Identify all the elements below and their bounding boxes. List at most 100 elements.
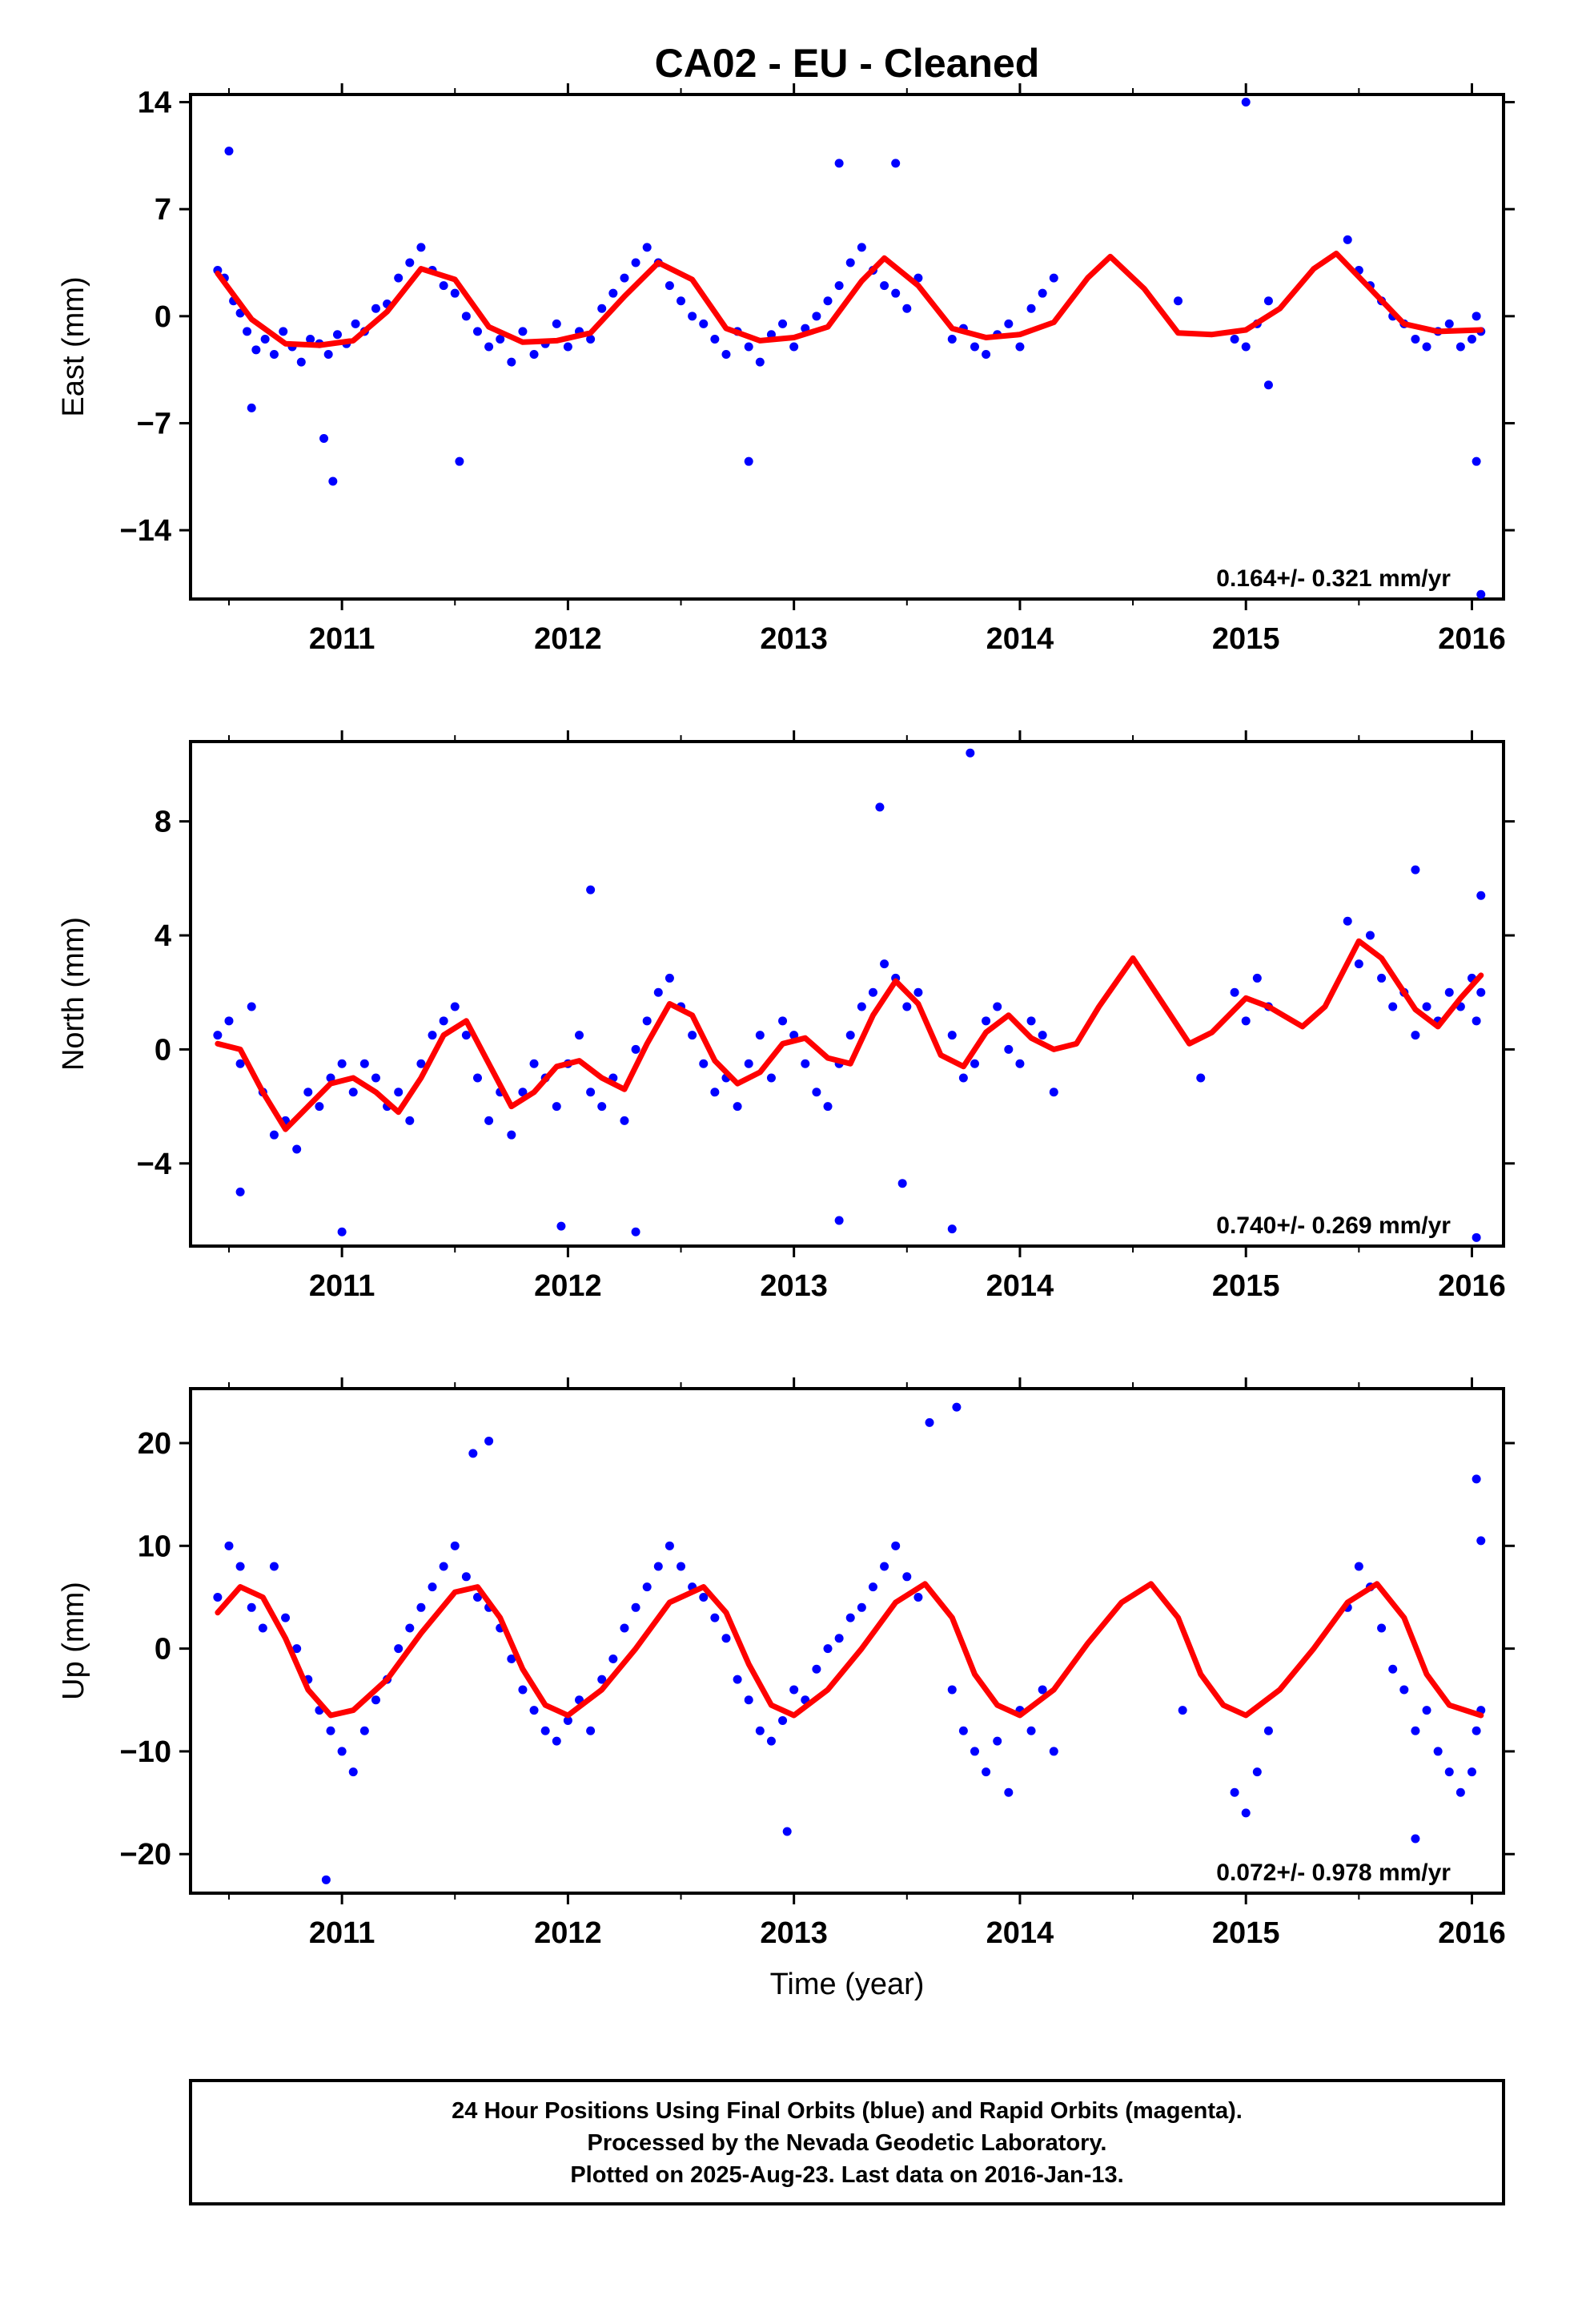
north-data-point [958, 1073, 968, 1083]
east-data-point [1241, 342, 1251, 352]
east-data-point [484, 342, 494, 352]
east-data-point [902, 304, 912, 313]
up-data-point [982, 1767, 991, 1777]
north-data-point [575, 1031, 584, 1040]
up-data-point [868, 1582, 877, 1592]
panel-up: 2011 2012 2013 2014 2015 2016 20 10 0 −10 −20 Up (m… [57, 1377, 1515, 1950]
up-data-point [721, 1634, 731, 1643]
north-data-point [586, 1088, 596, 1097]
north-data-point [507, 1130, 516, 1140]
east-data-point [1004, 319, 1014, 328]
north-data-point [778, 1016, 788, 1026]
east-data-point [620, 273, 629, 283]
north-x-tick-label: 2016 [1438, 1269, 1506, 1303]
north-x-tick-label: 2011 [309, 1269, 375, 1303]
north-data-point [586, 885, 596, 895]
up-data-point [359, 1726, 369, 1735]
up-data-point [845, 1613, 855, 1622]
east-model-curve [215, 251, 1484, 348]
east-data-point [224, 147, 234, 156]
up-data-point [235, 1562, 245, 1571]
up-data-point [1411, 1834, 1420, 1844]
east-data-point [269, 350, 279, 360]
east-data-point [778, 319, 788, 328]
north-data-point [484, 1116, 494, 1125]
north-data-point [292, 1144, 302, 1154]
east-data-point [461, 312, 471, 321]
panel-east: 2011 2012 2013 2014 2015 2016 14 7 0 −7 −14 East (m… [57, 83, 1515, 656]
north-data-point [699, 1059, 709, 1068]
up-data-point [1444, 1767, 1454, 1777]
up-data-point [1456, 1787, 1465, 1797]
east-data-point [306, 334, 315, 344]
up-data-point [1263, 1726, 1273, 1735]
north-data-point [472, 1073, 482, 1083]
up-x-tick-label: 2011 [309, 1916, 375, 1950]
east-x-tick-label: 2015 [1212, 622, 1280, 656]
north-data-point [653, 987, 663, 997]
east-data-point [1174, 296, 1183, 306]
north-data-point [710, 1088, 720, 1097]
east-data-point [688, 312, 697, 321]
east-data-point [439, 281, 448, 291]
east-data-point [1422, 342, 1431, 352]
up-data-point [224, 1541, 234, 1550]
north-y-tick-label: 0 [155, 1033, 171, 1067]
east-x-tick-label: 2014 [986, 622, 1054, 656]
north-data-point [359, 1059, 369, 1068]
north-y-tick-label: 4 [155, 919, 171, 953]
up-data-point [744, 1695, 753, 1705]
east-plot-frame [189, 93, 1505, 601]
east-data-points [213, 98, 1486, 599]
north-data-point [337, 1059, 347, 1068]
north-data-point [224, 1016, 234, 1026]
up-data-point [1178, 1706, 1187, 1715]
east-data-point [1038, 288, 1047, 298]
north-x-tick-label: 2012 [534, 1269, 602, 1303]
up-data-point [1472, 1726, 1481, 1735]
north-data-point [913, 987, 923, 997]
east-data-point [597, 304, 607, 313]
east-x-tick-label: 2011 [309, 622, 375, 656]
north-data-point [801, 1059, 810, 1068]
north-data-point [947, 1031, 957, 1040]
north-data-point [1230, 987, 1239, 997]
east-rate-annotation: 0.164+/- 0.321 mm/yr [1216, 565, 1451, 592]
up-data-point [507, 1654, 516, 1663]
up-y-tick-label: −20 [120, 1838, 171, 1872]
east-data-point [1241, 98, 1251, 107]
north-data-point [755, 1031, 765, 1040]
north-data-point [1388, 1002, 1398, 1011]
up-data-point [834, 1634, 844, 1643]
up-data-point [1026, 1726, 1036, 1735]
north-data-points [213, 748, 1486, 1242]
north-data-point [303, 1088, 313, 1097]
north-data-point [552, 1102, 561, 1112]
north-data-point [947, 1224, 957, 1234]
east-data-point [642, 243, 652, 252]
east-data-point [496, 334, 505, 344]
north-data-point [688, 1031, 697, 1040]
north-data-point [1343, 916, 1352, 926]
east-data-point [677, 296, 686, 306]
up-data-point [321, 1875, 331, 1884]
north-data-point [823, 1102, 833, 1112]
up-data-point [1476, 1536, 1486, 1546]
up-data-point [586, 1726, 596, 1735]
up-data-point [472, 1592, 482, 1602]
east-data-point [1456, 342, 1465, 352]
north-data-point [875, 802, 885, 812]
east-data-point [891, 288, 901, 298]
up-y-tick-label: 0 [155, 1633, 171, 1667]
east-data-point [721, 350, 731, 360]
north-data-point [556, 1221, 566, 1231]
x-axis-label: Time (year) [770, 1968, 925, 2001]
east-data-point [834, 159, 844, 168]
up-data-point [258, 1623, 267, 1633]
east-data-point [970, 342, 979, 352]
east-data-point [279, 327, 288, 336]
up-data-point [677, 1562, 686, 1571]
north-data-point [1252, 973, 1262, 983]
east-y-tick-label: 7 [155, 193, 171, 227]
up-data-point [337, 1747, 347, 1756]
